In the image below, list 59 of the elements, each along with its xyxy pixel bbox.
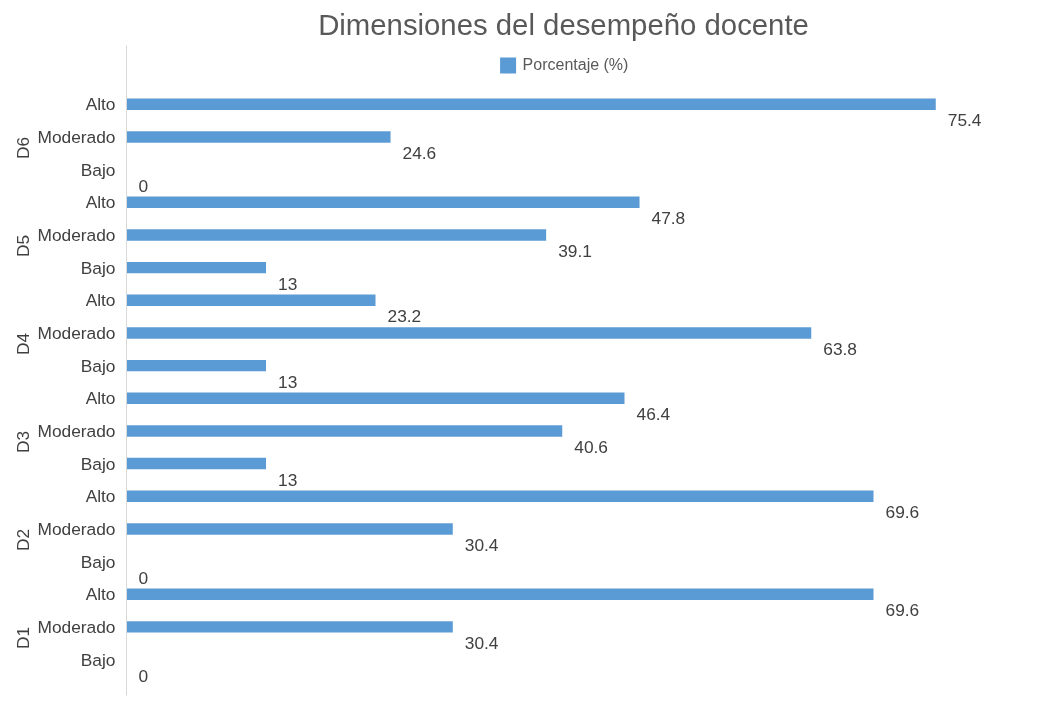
bar bbox=[126, 98, 936, 111]
y-tick-label: Alto bbox=[85, 486, 116, 507]
chart-title: Dimensiones del desempeño docente bbox=[318, 7, 809, 41]
y-tick-label: Bajo bbox=[80, 257, 116, 278]
data-label: 40.6 bbox=[574, 436, 608, 457]
data-label: 13 bbox=[278, 469, 298, 490]
data-label: 24.6 bbox=[402, 142, 437, 163]
text: D6 bbox=[13, 136, 34, 160]
data-label: 30.4 bbox=[464, 632, 499, 653]
data-label: 75.4 bbox=[947, 110, 982, 131]
bar bbox=[126, 327, 812, 339]
y-tick-label: Alto bbox=[85, 192, 116, 213]
y-tick-label: Moderado bbox=[37, 420, 116, 441]
y-tick-label: Bajo bbox=[80, 551, 116, 572]
data-label: 69.6 bbox=[885, 502, 920, 523]
bar bbox=[126, 359, 267, 372]
bar bbox=[126, 621, 453, 633]
bar bbox=[126, 523, 453, 535]
bar bbox=[126, 457, 267, 470]
bar bbox=[126, 196, 640, 208]
data-label: 63.8 bbox=[823, 338, 857, 359]
data-label: 0 bbox=[138, 567, 149, 588]
y-tick-label: Bajo bbox=[80, 355, 116, 376]
y-tick-label: Bajo bbox=[80, 649, 116, 670]
y-tick-label: Bajo bbox=[80, 453, 116, 474]
bar bbox=[126, 588, 874, 600]
y-tick-label: Bajo bbox=[80, 159, 116, 180]
y-tick-label: Moderado bbox=[37, 616, 116, 637]
bar bbox=[126, 392, 625, 404]
bar bbox=[126, 131, 391, 143]
bar bbox=[126, 229, 547, 241]
data-label: 0 bbox=[138, 665, 149, 686]
data-label: 0 bbox=[138, 175, 149, 196]
legend-label: Porcentaje (%) bbox=[522, 56, 629, 74]
y-tick-label: Moderado bbox=[37, 224, 116, 245]
bar bbox=[126, 490, 874, 502]
data-label: 46.4 bbox=[636, 404, 671, 425]
y-tick-label: Alto bbox=[85, 584, 116, 605]
bar bbox=[126, 425, 563, 437]
text: D4 bbox=[13, 332, 34, 356]
data-label: 30.4 bbox=[464, 534, 499, 555]
data-label: 69.6 bbox=[885, 600, 920, 621]
y-tick-label: Moderado bbox=[37, 126, 116, 147]
data-label: 13 bbox=[278, 371, 298, 392]
text: D2 bbox=[13, 528, 34, 552]
bar bbox=[126, 261, 267, 274]
text: D1 bbox=[13, 626, 34, 650]
text: D3 bbox=[13, 430, 34, 454]
text: D5 bbox=[13, 234, 34, 258]
y-tick-label: Moderado bbox=[37, 322, 116, 343]
y-tick-label: Moderado bbox=[37, 518, 116, 539]
data-label: 47.8 bbox=[651, 208, 686, 229]
y-tick-label: Alto bbox=[85, 290, 116, 311]
y-tick-label: Alto bbox=[85, 94, 116, 115]
bar bbox=[126, 294, 376, 306]
data-label: 23.2 bbox=[387, 306, 422, 327]
y-tick-label: Alto bbox=[85, 388, 116, 409]
data-label: 13 bbox=[278, 273, 298, 294]
data-label: 39.1 bbox=[558, 240, 592, 261]
